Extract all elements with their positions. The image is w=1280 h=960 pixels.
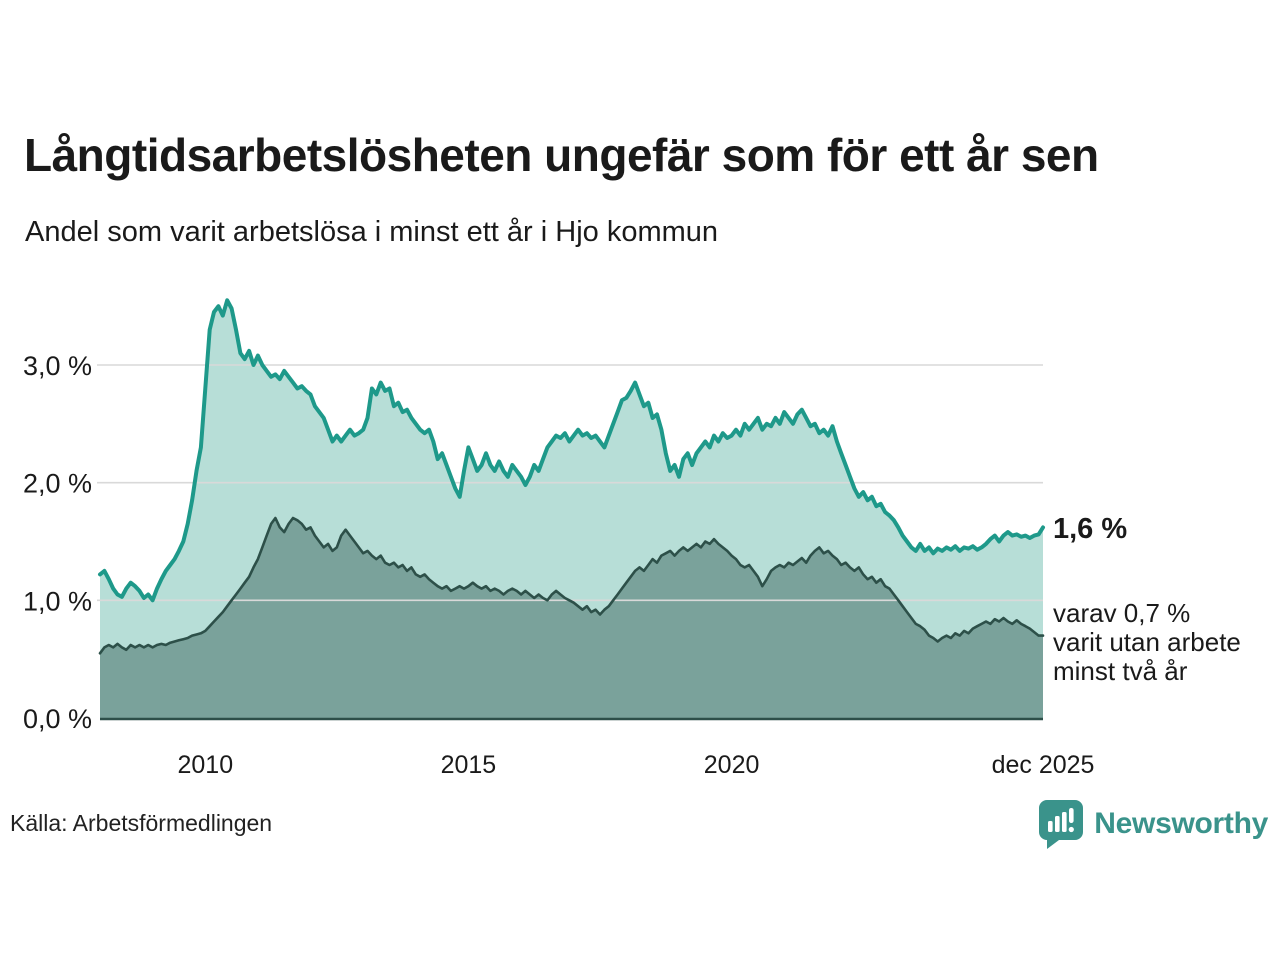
secondary-annotation-line-1: varav 0,7 % — [1053, 598, 1190, 628]
chart-subtitle: Andel som varit arbetslösa i minst ett å… — [25, 216, 719, 248]
y-axis-tick-label: 1,0 % — [23, 586, 92, 616]
y-axis-tick-label: 3,0 % — [23, 351, 92, 381]
secondary-annotation-line-2: varit utan arbete — [1053, 627, 1241, 657]
series-lines — [98, 298, 1045, 655]
x-axis-tick-label: dec 2025 — [992, 751, 1095, 779]
y-axis-tick-label: 2,0 % — [23, 469, 92, 499]
x-axis-tick-label: 2015 — [441, 751, 497, 779]
x-axis-tick-label: 2020 — [704, 751, 760, 779]
chart-title: Långtidsarbetslösheten ungefär som för e… — [24, 129, 1099, 181]
x-axis-tick-label: 2010 — [177, 751, 233, 779]
newsworthy-wordmark: Newsworthy — [1094, 807, 1268, 840]
latest-value-label: 1,6 % — [1053, 513, 1127, 545]
axis-labels: 0,0 % 1,0 % 2,0 % 3,0 % 2010 2015 2020 dec 2025 — [23, 351, 1094, 779]
secondary-annotation-line-3: minst två år — [1053, 656, 1188, 686]
newsworthy-logo: Newsworthy — [1038, 799, 1268, 849]
source-credit: Källa: Arbetsförmedlingen — [10, 810, 273, 836]
y-axis-tick-label: 0,0 % — [23, 704, 92, 734]
area-fills — [100, 300, 1043, 718]
newsworthy-bar-chart-bubble-icon — [1039, 800, 1084, 849]
